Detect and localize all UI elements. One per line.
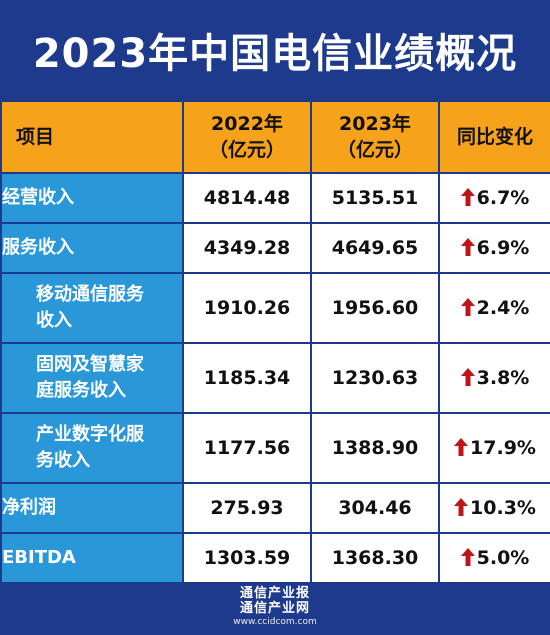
change-value: 5.0% [476, 547, 530, 569]
table-row: 产业数字化服 务收入 1177.56 1388.90 17.9% [0, 412, 550, 484]
up-arrow-icon [460, 298, 475, 316]
row-label: 产业数字化服 务收入 [0, 412, 184, 484]
value-v2022: 4814.48 [182, 172, 312, 224]
row-label-line1: 经营收入 [2, 187, 74, 208]
row-label-line1: 固网及智慧家 [36, 354, 144, 375]
change-value: 6.9% [476, 237, 530, 259]
up-arrow-icon [460, 368, 475, 386]
table-row: 经营收入 4814.48 5135.51 6.7% [0, 172, 550, 224]
footer-url: www.ccidcom.com [233, 616, 317, 627]
row-label: 净利润 [0, 482, 184, 534]
value-v2023: 1368.30 [310, 532, 440, 584]
header-2023: 2023年 （亿元） [310, 100, 440, 174]
up-arrow-icon [460, 548, 475, 566]
row-label: EBITDA [0, 532, 184, 584]
performance-table: 项目 2022年 （亿元） 2023年 （亿元） 同比变化 经营收入 4814.4… [0, 100, 550, 584]
header-2022-year: 2022年 [211, 113, 283, 135]
row-label-line2: 收入 [36, 310, 72, 331]
change-cell: 6.9% [438, 222, 550, 274]
value-v2022: 4349.28 [182, 222, 312, 274]
change-cell: 17.9% [438, 412, 550, 484]
footer-brand-1: 通信产业报 [239, 585, 310, 601]
table-row: 移动通信服务 收入 1910.26 1956.60 2.4% [0, 272, 550, 344]
value-v2023: 5135.51 [310, 172, 440, 224]
header-change: 同比变化 [438, 100, 550, 174]
row-label: 经营收入 [0, 172, 184, 224]
row-label: 服务收入 [0, 222, 184, 274]
value-v2022: 1910.26 [182, 272, 312, 344]
footer: 通信产业报 通信产业网 www.ccidcom.com [0, 578, 550, 635]
value-v2022: 1177.56 [182, 412, 312, 484]
table-row: EBITDA 1303.59 1368.30 5.0% [0, 532, 550, 584]
change-value: 10.3% [470, 497, 536, 519]
row-label-line1: 服务收入 [2, 237, 74, 258]
up-arrow-icon [460, 238, 475, 256]
row-label-line2: 务收入 [36, 450, 90, 471]
change-cell: 5.0% [438, 532, 550, 584]
change-value: 6.7% [476, 187, 530, 209]
value-v2023: 1388.90 [310, 412, 440, 484]
change-cell: 2.4% [438, 272, 550, 344]
row-label-line2: 庭服务收入 [36, 380, 126, 401]
change-value: 17.9% [470, 437, 536, 459]
footer-brand-2: 通信产业网 [239, 600, 310, 616]
value-v2022: 1185.34 [182, 342, 312, 414]
up-arrow-icon [460, 188, 475, 206]
header-item: 项目 [0, 100, 184, 174]
change-cell: 3.8% [438, 342, 550, 414]
row-label: 固网及智慧家 庭服务收入 [0, 342, 184, 414]
value-v2023: 1956.60 [310, 272, 440, 344]
row-label-line1: EBITDA [2, 547, 76, 568]
change-value: 3.8% [476, 367, 530, 389]
page-title: 2023年中国电信业绩概况 [32, 31, 518, 77]
up-arrow-icon [454, 498, 469, 516]
row-label-line1: 移动通信服务 [36, 284, 144, 305]
header-2023-year: 2023年 [339, 113, 411, 135]
header-2022: 2022年 （亿元） [182, 100, 312, 174]
row-label: 移动通信服务 收入 [0, 272, 184, 344]
value-v2022: 1303.59 [182, 532, 312, 584]
value-v2023: 1230.63 [310, 342, 440, 414]
value-v2023: 4649.65 [310, 222, 440, 274]
table-row: 净利润 275.93 304.46 10.3% [0, 482, 550, 534]
row-label-line1: 净利润 [2, 497, 56, 518]
value-v2023: 304.46 [310, 482, 440, 534]
change-cell: 6.7% [438, 172, 550, 224]
table-row: 固网及智慧家 庭服务收入 1185.34 1230.63 3.8% [0, 342, 550, 414]
table-row: 服务收入 4349.28 4649.65 6.9% [0, 222, 550, 274]
up-arrow-icon [454, 438, 469, 456]
value-v2022: 275.93 [182, 482, 312, 534]
change-value: 2.4% [476, 297, 530, 319]
header-2022-unit: （亿元） [208, 139, 285, 161]
table-header-row: 项目 2022年 （亿元） 2023年 （亿元） 同比变化 [0, 100, 550, 174]
row-label-line1: 产业数字化服 [36, 424, 144, 445]
header-2023-unit: （亿元） [336, 139, 413, 161]
change-cell: 10.3% [438, 482, 550, 534]
